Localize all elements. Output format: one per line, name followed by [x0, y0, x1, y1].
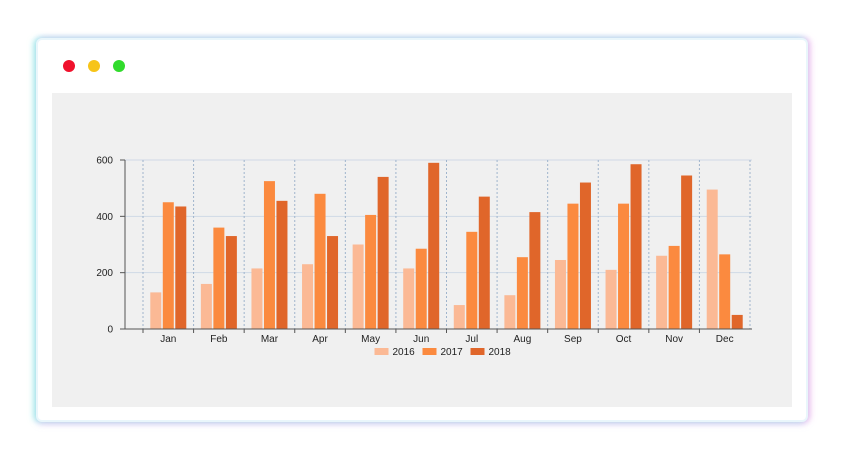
bar-2018-may: [377, 176, 389, 329]
bar-2017-oct: [618, 203, 630, 329]
bar-2018-aug: [529, 212, 541, 329]
maximize-window-button[interactable]: [113, 60, 125, 72]
legend-label-2016: 2016: [393, 347, 416, 358]
bar-2016-may: [352, 244, 364, 329]
bar-2016-aug: [504, 295, 516, 329]
bar-2018-nov: [681, 175, 693, 329]
bar-2017-apr: [314, 193, 326, 329]
x-tick-label: Oct: [616, 334, 632, 345]
bar-2018-oct: [630, 164, 642, 329]
x-tick-label: Feb: [210, 334, 228, 345]
bar-2016-jan: [150, 292, 162, 329]
bar-2017-dec: [719, 254, 731, 329]
close-window-button[interactable]: [63, 60, 75, 72]
x-tick-label: Aug: [513, 334, 531, 345]
x-tick-label: Dec: [716, 334, 734, 345]
bar-2017-nov: [668, 245, 680, 329]
bar-2017-aug: [516, 257, 528, 329]
x-tick-label: Nov: [665, 334, 683, 345]
bar-2018-jun: [428, 162, 440, 329]
bar-2018-dec: [731, 314, 743, 329]
x-tick-label: Jul: [465, 334, 478, 345]
legend-swatch-2016: [374, 348, 389, 355]
bar-2016-sep: [554, 259, 566, 329]
bar-2016-jun: [403, 268, 415, 329]
app-window: 0 200 400 600 Jan Feb Mar Apr May Jun Jul Aug Sep Oct…: [36, 38, 808, 422]
y-tick-label: 0: [107, 325, 113, 336]
bar-2017-mar: [263, 181, 275, 329]
y-tick-label: 200: [96, 268, 113, 279]
x-tick-label: Apr: [312, 334, 328, 345]
minimize-window-button[interactable]: [88, 60, 100, 72]
y-tick-label: 600: [96, 156, 113, 167]
bar-2016-mar: [251, 268, 263, 329]
bar-2016-jul: [453, 305, 465, 329]
bar-2016-nov: [656, 255, 668, 329]
bar-2018-sep: [579, 182, 591, 329]
bar-2017-feb: [213, 227, 225, 329]
y-tick-label: 400: [96, 212, 113, 223]
legend-label-2017: 2017: [441, 347, 464, 358]
legend-swatch-2018: [470, 348, 485, 355]
bar-2018-apr: [327, 236, 339, 329]
chart-panel: 0 200 400 600 Jan Feb Mar Apr May Jun Jul Aug Sep Oct…: [52, 93, 792, 407]
x-tick-label: Mar: [261, 334, 279, 345]
bar-2018-jan: [175, 206, 187, 329]
bar-2018-jul: [478, 196, 490, 329]
bar-2016-apr: [302, 264, 314, 329]
bar-2016-dec: [706, 189, 718, 329]
x-tick-label: Sep: [564, 334, 582, 345]
bar-2017-may: [365, 214, 377, 329]
bar-2017-jan: [162, 202, 174, 329]
x-tick-label: Jun: [413, 334, 429, 345]
bar-2016-oct: [605, 269, 617, 329]
bar-chart: 0 200 400 600 Jan Feb Mar Apr May Jun Jul Aug Sep Oct…: [96, 156, 752, 358]
bar-2018-mar: [276, 200, 288, 329]
legend-swatch-2017: [422, 348, 437, 355]
bar-2017-jul: [466, 231, 478, 329]
bar-2018-feb: [225, 236, 237, 329]
bar-2016-feb: [200, 283, 212, 329]
x-tick-label: May: [361, 334, 380, 345]
legend-label-2018: 2018: [489, 347, 512, 358]
x-tick-label: Jan: [160, 334, 176, 345]
bar-2017-jun: [415, 248, 427, 329]
bar-2017-sep: [567, 203, 579, 329]
